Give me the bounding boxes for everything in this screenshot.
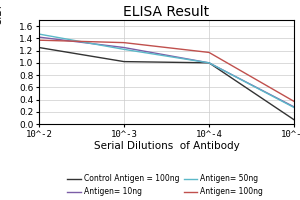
Antigen= 100ng bbox=[37, 39, 41, 41]
Line: Control Antigen = 100ng: Control Antigen = 100ng bbox=[39, 48, 294, 120]
Legend: Control Antigen = 100ng, Antigen= 10ng, Antigen= 50ng, Antigen= 100ng: Control Antigen = 100ng, Antigen= 10ng, … bbox=[68, 174, 262, 196]
Control Antigen = 100ng bbox=[207, 62, 211, 64]
Antigen= 10ng bbox=[292, 106, 296, 108]
Control Antigen = 100ng bbox=[122, 60, 126, 63]
Line: Antigen= 10ng: Antigen= 10ng bbox=[39, 37, 294, 107]
Line: Antigen= 50ng: Antigen= 50ng bbox=[39, 34, 294, 107]
Antigen= 10ng bbox=[37, 36, 41, 38]
Antigen= 10ng bbox=[207, 62, 211, 64]
Control Antigen = 100ng bbox=[292, 119, 296, 121]
Antigen= 50ng bbox=[122, 48, 126, 51]
Antigen= 50ng bbox=[292, 106, 296, 109]
Antigen= 100ng bbox=[292, 100, 296, 103]
Antigen= 100ng bbox=[207, 51, 211, 54]
Line: Antigen= 100ng: Antigen= 100ng bbox=[39, 40, 294, 101]
Antigen= 50ng bbox=[37, 33, 41, 35]
X-axis label: Serial Dilutions  of Antibody: Serial Dilutions of Antibody bbox=[94, 141, 239, 151]
Antigen= 10ng bbox=[122, 46, 126, 49]
Title: ELISA Result: ELISA Result bbox=[123, 5, 210, 19]
Antigen= 100ng bbox=[122, 41, 126, 44]
Y-axis label: O.D.: O.D. bbox=[0, 4, 3, 25]
Antigen= 50ng bbox=[207, 62, 211, 64]
Control Antigen = 100ng bbox=[37, 46, 41, 49]
